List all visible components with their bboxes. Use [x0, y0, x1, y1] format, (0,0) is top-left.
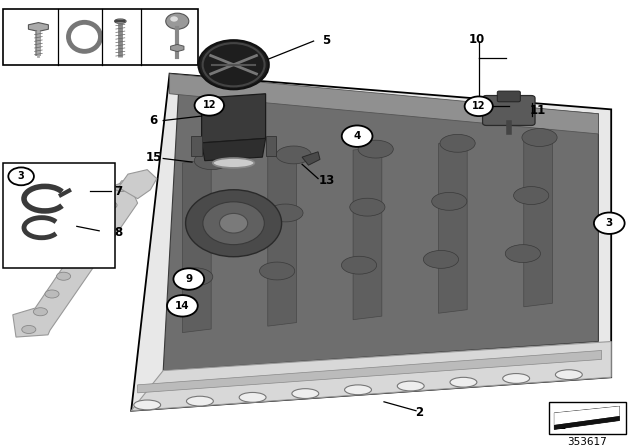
Text: 9: 9 — [185, 274, 193, 284]
Text: 12: 12 — [106, 13, 120, 23]
Polygon shape — [170, 73, 598, 134]
Ellipse shape — [292, 389, 319, 398]
Polygon shape — [302, 152, 320, 165]
Ellipse shape — [195, 152, 230, 170]
Ellipse shape — [33, 308, 47, 316]
Circle shape — [342, 125, 372, 147]
Ellipse shape — [186, 210, 221, 228]
Polygon shape — [202, 94, 266, 143]
Ellipse shape — [358, 140, 393, 158]
Ellipse shape — [178, 268, 212, 286]
Ellipse shape — [450, 377, 477, 387]
Text: 4: 4 — [353, 131, 361, 141]
Ellipse shape — [212, 158, 255, 168]
Text: 11: 11 — [529, 104, 546, 117]
FancyBboxPatch shape — [483, 95, 535, 125]
Polygon shape — [131, 341, 611, 411]
Text: 8: 8 — [115, 226, 122, 239]
Ellipse shape — [134, 400, 161, 410]
Polygon shape — [554, 406, 620, 425]
Text: 353617: 353617 — [568, 437, 607, 447]
Ellipse shape — [45, 290, 59, 298]
Text: 7: 7 — [115, 185, 122, 198]
Ellipse shape — [397, 381, 424, 391]
Text: 11: 11 — [62, 52, 77, 62]
Circle shape — [166, 13, 189, 29]
Polygon shape — [554, 416, 620, 430]
Text: 14: 14 — [175, 301, 189, 311]
Polygon shape — [524, 134, 552, 307]
Ellipse shape — [276, 146, 312, 164]
Text: 4: 4 — [11, 52, 19, 62]
Ellipse shape — [432, 193, 467, 210]
Circle shape — [594, 212, 625, 234]
Text: 10: 10 — [468, 33, 485, 46]
Circle shape — [220, 213, 248, 233]
Circle shape — [173, 268, 204, 290]
Text: 3: 3 — [11, 13, 18, 23]
Text: 12: 12 — [472, 101, 486, 111]
Polygon shape — [163, 80, 598, 370]
FancyBboxPatch shape — [497, 91, 520, 102]
Text: 12: 12 — [202, 100, 216, 110]
Polygon shape — [202, 138, 266, 161]
Ellipse shape — [115, 19, 126, 23]
FancyBboxPatch shape — [549, 402, 626, 434]
Ellipse shape — [440, 134, 476, 152]
Circle shape — [8, 168, 34, 185]
Polygon shape — [171, 44, 184, 52]
Polygon shape — [438, 140, 467, 313]
FancyBboxPatch shape — [3, 163, 115, 268]
Polygon shape — [182, 159, 211, 332]
Polygon shape — [131, 73, 611, 411]
Circle shape — [170, 16, 178, 22]
Polygon shape — [28, 22, 49, 31]
Ellipse shape — [56, 272, 70, 280]
Ellipse shape — [268, 204, 303, 222]
Ellipse shape — [260, 262, 295, 280]
Ellipse shape — [424, 250, 459, 268]
Ellipse shape — [186, 396, 213, 406]
Polygon shape — [191, 136, 202, 156]
Text: 2: 2 — [415, 406, 423, 419]
Ellipse shape — [502, 374, 529, 383]
Circle shape — [195, 95, 224, 116]
Polygon shape — [13, 181, 138, 337]
Ellipse shape — [103, 201, 117, 209]
Polygon shape — [138, 350, 602, 393]
Ellipse shape — [556, 370, 582, 379]
Polygon shape — [266, 136, 276, 156]
Ellipse shape — [80, 237, 94, 245]
Circle shape — [186, 190, 282, 257]
Circle shape — [465, 96, 493, 116]
Polygon shape — [554, 406, 620, 430]
Circle shape — [203, 202, 264, 245]
Polygon shape — [118, 170, 157, 198]
Ellipse shape — [68, 254, 82, 263]
FancyBboxPatch shape — [3, 9, 198, 65]
Ellipse shape — [115, 184, 129, 192]
Text: 15: 15 — [145, 151, 162, 164]
Ellipse shape — [349, 198, 385, 216]
Ellipse shape — [522, 129, 557, 146]
Text: 13: 13 — [318, 174, 335, 187]
Ellipse shape — [239, 392, 266, 402]
Polygon shape — [353, 146, 382, 320]
Ellipse shape — [506, 245, 540, 263]
Text: 1: 1 — [558, 418, 566, 431]
Text: 5: 5 — [323, 34, 330, 47]
Text: 3: 3 — [18, 171, 24, 181]
Ellipse shape — [22, 325, 36, 333]
Ellipse shape — [513, 187, 548, 204]
Text: 6: 6 — [150, 114, 157, 127]
Text: 3: 3 — [605, 218, 613, 228]
Text: 9: 9 — [62, 13, 69, 23]
Ellipse shape — [344, 385, 371, 395]
Ellipse shape — [342, 256, 376, 274]
Ellipse shape — [92, 219, 106, 227]
Polygon shape — [268, 153, 296, 326]
Circle shape — [167, 295, 198, 317]
Circle shape — [198, 40, 269, 89]
Text: 14: 14 — [143, 13, 157, 23]
